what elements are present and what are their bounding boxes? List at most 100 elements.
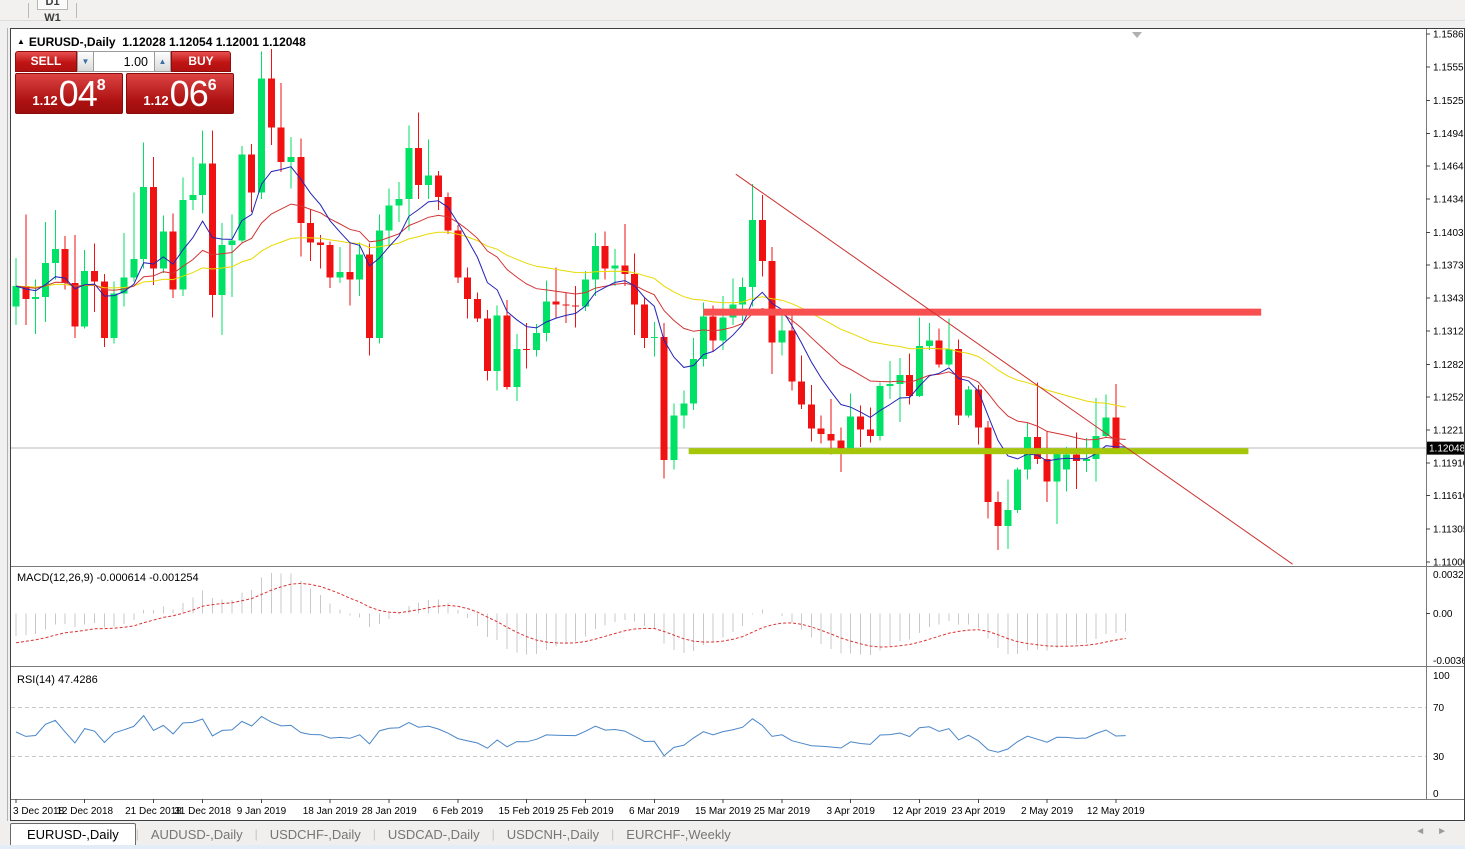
date-axis-label: 23 Apr 2019 — [951, 806, 1005, 817]
chart-tab-usdcnh[interactable]: USDCNH-,Daily — [506, 827, 600, 842]
tab-scroll-right-icon[interactable]: ► — [1437, 826, 1459, 837]
macd-signal-line — [15, 582, 1126, 648]
candle-body — [817, 428, 825, 434]
candle-body — [572, 305, 580, 307]
date-axis-label: 25 Mar 2019 — [754, 806, 811, 817]
toolbar-separator — [76, 2, 78, 18]
current-price-tag-text: 1.12048 — [1429, 444, 1464, 455]
date-axis-label: 12 Apr 2019 — [892, 806, 946, 817]
macd-axis-label: -0.00365 — [1433, 656, 1464, 667]
price-axis-label: 1.11305 — [1433, 524, 1464, 535]
candle-body — [464, 277, 472, 300]
buy-price-big: 06 — [169, 73, 209, 114]
price-axis-label: 1.12520 — [1433, 392, 1464, 403]
one-click-trade-panel: SELL ▼ ▲ BUY 1.12 04 8 1.12 06 6 — [15, 51, 235, 114]
macd-title: MACD(12,26,9) — [17, 572, 94, 584]
buy-button[interactable]: BUY — [171, 51, 231, 72]
sell-button[interactable]: SELL — [15, 51, 77, 72]
candle-body — [837, 440, 845, 450]
ma-slow-line — [15, 231, 1126, 408]
candle-body — [1082, 458, 1090, 461]
candle-body — [778, 330, 786, 343]
candle-body — [1053, 453, 1061, 482]
tab-separator: | — [254, 827, 258, 841]
candle-body — [709, 316, 717, 341]
candle-body — [749, 219, 756, 288]
window-bottom-strip — [0, 845, 1465, 849]
candle-body — [149, 187, 157, 269]
candle-body — [974, 389, 982, 428]
candle-body — [375, 230, 383, 339]
candle-body — [1063, 454, 1071, 470]
candle-body — [189, 194, 197, 201]
candle-body — [906, 375, 914, 396]
chart-tab-eurusd[interactable]: EURUSD-,Daily — [10, 823, 136, 845]
buy-price-box[interactable]: 1.12 06 6 — [126, 73, 234, 114]
macd-axis-label: 0.003287 — [1433, 570, 1464, 581]
sell-price-box[interactable]: 1.12 04 8 — [15, 73, 123, 114]
chart-tab-usdcad[interactable]: USDCAD-,Daily — [387, 827, 480, 842]
chart-title: ▲ EURUSD-,Daily 1.12028 1.12054 1.12001 1… — [17, 35, 306, 49]
candle-body — [621, 265, 629, 275]
candle-body — [542, 301, 550, 333]
candle-body — [248, 154, 256, 193]
timeframe-button-d1[interactable]: D1 — [37, 0, 69, 10]
price-axis-label: 1.14945 — [1433, 129, 1464, 140]
timeframe-button-w1[interactable]: W1 — [44, 12, 61, 24]
date-axis-label: 15 Feb 2019 — [499, 806, 556, 817]
price-axis-label: 1.14035 — [1433, 228, 1464, 239]
candle-body — [277, 127, 285, 163]
resistance-line[interactable] — [703, 308, 1262, 316]
volume-decrease-button[interactable]: ▼ — [77, 51, 94, 72]
candle-body — [32, 296, 40, 300]
collapse-triangle-icon[interactable]: ▲ — [17, 37, 25, 46]
candle-body — [110, 293, 118, 339]
candle-body — [474, 299, 482, 319]
candle-body — [680, 403, 688, 416]
candle-body — [670, 415, 678, 460]
descending-trendline[interactable] — [735, 173, 1293, 565]
candle-body — [415, 148, 423, 186]
candle-body — [51, 249, 59, 264]
volume-input[interactable] — [94, 51, 154, 72]
price-chart-canvas[interactable]: 1.15860 1.15555 1.15250 1.14945 1.14645 1.143… — [11, 29, 1464, 820]
tab-separator: | — [611, 827, 615, 841]
candle-body — [601, 245, 609, 269]
date-axis-label: 3 Dec 2018 — [13, 806, 65, 817]
volume-increase-button[interactable]: ▲ — [154, 51, 171, 72]
buy-price-prefix: 1.12 — [143, 93, 169, 108]
price-axis-label: 1.12820 — [1433, 360, 1464, 371]
candle-body — [955, 349, 963, 416]
rsi-title: RSI(14) — [17, 674, 55, 686]
candle-body — [532, 332, 540, 351]
candle-body — [866, 429, 874, 436]
candle-body — [41, 263, 49, 297]
candle-body — [228, 240, 236, 245]
date-axis-label: 9 Jan 2019 — [237, 806, 287, 817]
price-axis-label: 1.11910 — [1433, 459, 1464, 470]
chart-tab-usdchf[interactable]: USDCHF-,Daily — [269, 827, 361, 842]
rsi-axis-label: 70 — [1433, 703, 1445, 714]
tab-scroll-left-icon[interactable]: ◄ — [1415, 826, 1438, 837]
candle-body — [739, 287, 747, 305]
chart-tab-bar: EURUSD-,Daily | AUDUSD-,Daily | USDCHF-,Dail… — [0, 822, 1465, 845]
rsi-value: 47.4286 — [57, 674, 98, 686]
candle-body — [307, 223, 315, 243]
support-line[interactable] — [688, 448, 1249, 455]
chart-tab-audusd[interactable]: AUDUSD-,Daily — [150, 827, 243, 842]
candle-body — [1073, 454, 1081, 461]
candle-body — [405, 148, 413, 200]
current-price-tag — [1427, 441, 1464, 455]
price-axis-label: 1.13430 — [1433, 294, 1464, 305]
price-axis-label: 1.14340 — [1433, 195, 1464, 206]
candle-body — [1112, 417, 1120, 451]
chart-tab-eurchf[interactable]: EURCHF-,Weekly — [626, 827, 731, 842]
candle-body — [582, 279, 590, 307]
candle-body — [12, 286, 20, 307]
candle-body — [120, 277, 128, 294]
candle-body — [454, 230, 462, 278]
date-axis-label: 12 May 2019 — [1087, 806, 1145, 817]
candle-body — [886, 383, 894, 387]
macd-values: -0.000614 -0.001254 — [96, 572, 199, 584]
price-axis-label: 1.13735 — [1433, 260, 1464, 271]
